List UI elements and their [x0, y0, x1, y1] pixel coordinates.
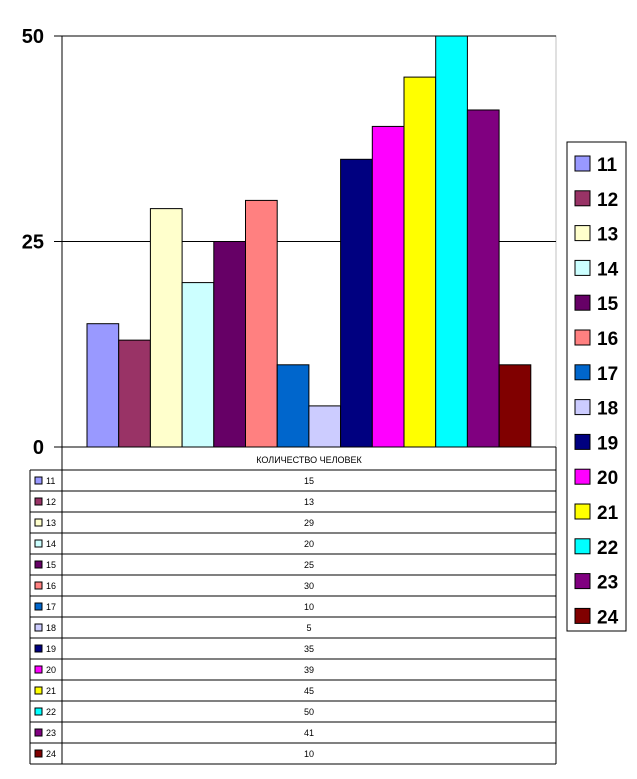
table-value-15: 25 [304, 560, 314, 570]
legend-label-16: 16 [597, 329, 618, 350]
table-value-13: 29 [304, 518, 314, 528]
y-tick-label-50: 50 [22, 26, 44, 48]
bar-16 [245, 199, 278, 448]
table-swatch-21 [34, 686, 43, 695]
legend-label-23: 23 [597, 573, 618, 594]
legend-label-14: 14 [597, 259, 619, 280]
table-series-label-21: 21 [46, 686, 56, 696]
table-value-17: 10 [304, 602, 314, 612]
bar-23 [466, 109, 500, 448]
legend-swatch-22 [574, 538, 591, 555]
legend-swatch-21 [574, 503, 591, 520]
bar-17 [276, 364, 310, 448]
table-series-label-22: 22 [46, 707, 56, 717]
legend-swatch-12 [574, 190, 591, 207]
table-series-label-16: 16 [46, 581, 56, 591]
bar-15 [213, 241, 247, 448]
legend-swatch-15 [574, 294, 591, 311]
legend-swatch-18 [574, 399, 591, 416]
legend-swatch-19 [574, 433, 591, 450]
y-tick-label-25: 25 [22, 232, 44, 254]
table-series-label-20: 20 [46, 665, 56, 675]
legend-label-19: 19 [597, 433, 618, 454]
legend-label-12: 12 [597, 190, 618, 211]
table-value-23: 41 [304, 728, 314, 738]
bar-20 [371, 125, 405, 448]
table-value-18: 5 [306, 623, 311, 633]
table-series-label-17: 17 [46, 602, 56, 612]
table-series-label-23: 23 [46, 728, 56, 738]
bar-24 [498, 364, 532, 448]
table-value-20: 39 [304, 665, 314, 675]
bar-18 [308, 405, 342, 448]
table-value-11: 15 [304, 476, 314, 486]
table-series-label-18: 18 [46, 623, 56, 633]
table-series-label-24: 24 [46, 749, 56, 759]
table-swatch-23 [34, 728, 43, 737]
legend-label-17: 17 [597, 364, 618, 385]
bar-22 [435, 35, 468, 448]
table-swatch-17 [34, 602, 43, 611]
table-series-label-13: 13 [46, 518, 56, 528]
table-swatch-18 [34, 623, 43, 632]
legend-label-20: 20 [597, 468, 618, 489]
legend-swatch-14 [574, 259, 591, 276]
data-table: КОЛИЧЕСТВО ЧЕЛОВЕК 11 15 12 13 13 29 14 20 15 25 1… [29, 447, 557, 765]
bar-13 [149, 208, 183, 448]
table-series-label-11: 11 [46, 476, 55, 486]
bar-19 [340, 158, 373, 448]
table-series-label-12: 12 [46, 497, 56, 507]
legend-swatch-11 [574, 155, 591, 172]
legend-label-21: 21 [597, 503, 619, 524]
legend-label-24: 24 [597, 607, 619, 628]
table-swatch-15 [34, 560, 43, 569]
table-swatch-14 [34, 539, 43, 548]
table-swatch-11 [34, 476, 43, 485]
table-value-14: 20 [304, 539, 314, 549]
table-swatch-13 [34, 518, 43, 527]
bar-12 [118, 339, 151, 448]
legend-swatch-16 [574, 329, 591, 346]
legend-swatch-24 [574, 607, 591, 624]
legend-swatch-23 [574, 573, 591, 590]
legend: 11 12 13 14 15 16 17 18 19 20 21 22 23 24 [566, 141, 627, 632]
table-swatch-19 [34, 644, 43, 653]
legend-label-11: 11 [597, 155, 618, 176]
table-value-19: 35 [304, 644, 314, 654]
table-series-label-15: 15 [46, 560, 56, 570]
table-swatch-24 [34, 749, 43, 758]
legend-label-13: 13 [597, 225, 618, 246]
legend-label-15: 15 [597, 294, 619, 315]
table-value-24: 10 [304, 749, 314, 759]
legend-label-22: 22 [597, 538, 618, 559]
table-swatch-16 [34, 581, 43, 590]
legend-swatch-17 [574, 364, 591, 381]
legend-label-18: 18 [597, 399, 618, 420]
table-value-12: 13 [304, 497, 314, 507]
table-series-label-14: 14 [46, 539, 56, 549]
legend-swatch-13 [574, 225, 591, 242]
table-header-label: КОЛИЧЕСТВО ЧЕЛОВЕК [256, 455, 362, 465]
y-tick-label-0: 0 [33, 437, 44, 459]
bar-14 [181, 282, 215, 448]
legend-swatch-20 [574, 468, 591, 485]
table-swatch-12 [34, 497, 43, 506]
table-value-16: 30 [304, 581, 314, 591]
y-tick-labels: 0 25 50 [22, 26, 44, 459]
table-series-label-19: 19 [46, 644, 56, 654]
table-value-22: 50 [304, 707, 314, 717]
table-swatch-20 [34, 665, 43, 674]
bar-11 [86, 323, 120, 448]
bar-21 [403, 76, 437, 448]
table-value-21: 45 [304, 686, 314, 696]
table-swatch-22 [34, 707, 43, 716]
bars [86, 35, 532, 448]
